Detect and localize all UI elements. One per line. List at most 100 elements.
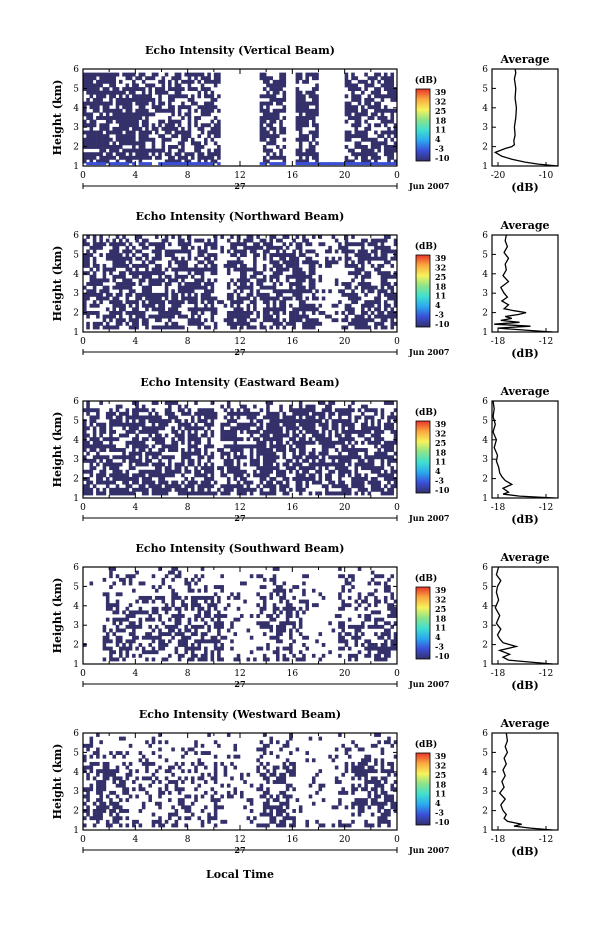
heatmap-cell (187, 253, 192, 258)
heatmap-cell (380, 411, 385, 416)
heatmap-cell (383, 426, 388, 431)
heatmap-cell (177, 433, 182, 438)
heatmap-cell (298, 621, 303, 626)
heatmap-cell (187, 628, 192, 633)
heatmap-cell (204, 469, 208, 474)
heatmap-cell (285, 440, 290, 445)
heatmap-cell (118, 433, 123, 438)
heatmap-cell (347, 404, 352, 409)
heatmap-cell (311, 145, 316, 149)
heatmap-cell (86, 282, 90, 286)
heatmap-cell (99, 253, 103, 258)
heatmap-cell (344, 307, 349, 312)
heatmap-cell (99, 155, 103, 160)
heatmap-cell (275, 278, 280, 283)
heatmap-cell (200, 76, 205, 81)
heatmap-cell (213, 643, 218, 647)
heatmap-cell (367, 289, 372, 294)
heatmap-cell (112, 148, 117, 153)
y-axis-label: Height (km) (51, 412, 64, 488)
heatmap-cell (174, 469, 179, 474)
heatmap-cell (374, 484, 378, 489)
heatmap-cell (347, 433, 352, 438)
heatmap-cell (233, 282, 238, 286)
heatmap-cell (168, 83, 172, 88)
heatmap-cell (311, 267, 316, 272)
heatmap-cell (380, 253, 385, 258)
heatmap-cell (125, 408, 130, 413)
heatmap-cell (269, 267, 274, 272)
heatmap-cell (305, 116, 309, 120)
heatmap-cell (92, 238, 97, 243)
heatmap-cell (302, 271, 306, 276)
heatmap-cell (177, 408, 182, 413)
heatmap-cell (311, 303, 316, 308)
heatmap-cell (272, 235, 277, 239)
heatmap-cell (298, 292, 303, 297)
heatmap-cell (200, 491, 205, 496)
heatmap-cell (184, 469, 188, 474)
heatmap-cell (89, 415, 94, 420)
heatmap-cell (128, 624, 133, 629)
heatmap-cell (302, 289, 306, 294)
heatmap-cell (151, 83, 156, 88)
heatmap-cell (262, 87, 267, 92)
colorbar-tick-label: 11 (435, 125, 446, 135)
heatmap-cell (223, 473, 228, 478)
heatmap-cell (347, 595, 352, 600)
heatmap-cell (262, 466, 267, 471)
heatmap-cell (361, 411, 365, 416)
heatmap-cell (99, 422, 103, 427)
heatmap-cell (328, 473, 332, 478)
heatmap-cell (233, 419, 238, 424)
heatmap-cell (256, 614, 260, 618)
heatmap-cell (200, 105, 205, 110)
heatmap-cell (351, 577, 355, 582)
heatmap-cell (370, 318, 375, 323)
heatmap-cell (148, 433, 152, 438)
heatmap-cell (109, 585, 113, 590)
heatmap-cell (125, 76, 130, 81)
heatmap-cell (83, 296, 87, 301)
heatmap-cell (194, 321, 198, 326)
heatmap-cell (204, 242, 208, 247)
heatmap-cell (367, 123, 372, 128)
heatmap-cell (233, 307, 238, 312)
heatmap-cell (387, 296, 391, 301)
heatmap-cell (262, 278, 267, 283)
heatmap-cell (383, 307, 388, 312)
heatmap-cell (275, 614, 280, 618)
heatmap-cell (141, 610, 146, 615)
heatmap-cell (272, 437, 277, 442)
heatmap-cell (377, 289, 381, 294)
heatmap-cell (171, 235, 175, 239)
heatmap-cell (262, 444, 267, 449)
heatmap-cell (298, 473, 303, 478)
heatmap-cell (226, 603, 231, 608)
heatmap-cell (200, 130, 205, 135)
heatmap-cell (141, 635, 146, 640)
heatmap-cell (122, 119, 126, 124)
heatmap-cell (321, 415, 326, 420)
heatmap-cell (151, 650, 156, 655)
heatmap-cell (390, 148, 395, 153)
heatmap-cell (89, 87, 94, 92)
heatmap-cell (204, 108, 208, 113)
heatmap-cell (151, 97, 156, 102)
heatmap-cell (92, 145, 97, 149)
heatmap-cell (213, 592, 218, 597)
heatmap-cell (311, 76, 316, 81)
heatmap-cell (361, 155, 365, 160)
heatmap-cell (236, 278, 241, 283)
heatmap-cell (308, 141, 313, 146)
heatmap-cell (217, 632, 221, 637)
heatmap-cell (128, 292, 133, 297)
heatmap-cell (151, 141, 156, 146)
x-tick-label: 0 (80, 337, 86, 347)
heatmap-cell (253, 487, 257, 492)
heatmap-cell (171, 119, 175, 124)
heatmap-cell (390, 477, 395, 481)
heatmap-cell (154, 155, 159, 160)
heatmap-cell (282, 130, 287, 135)
heatmap-cell (83, 238, 87, 243)
